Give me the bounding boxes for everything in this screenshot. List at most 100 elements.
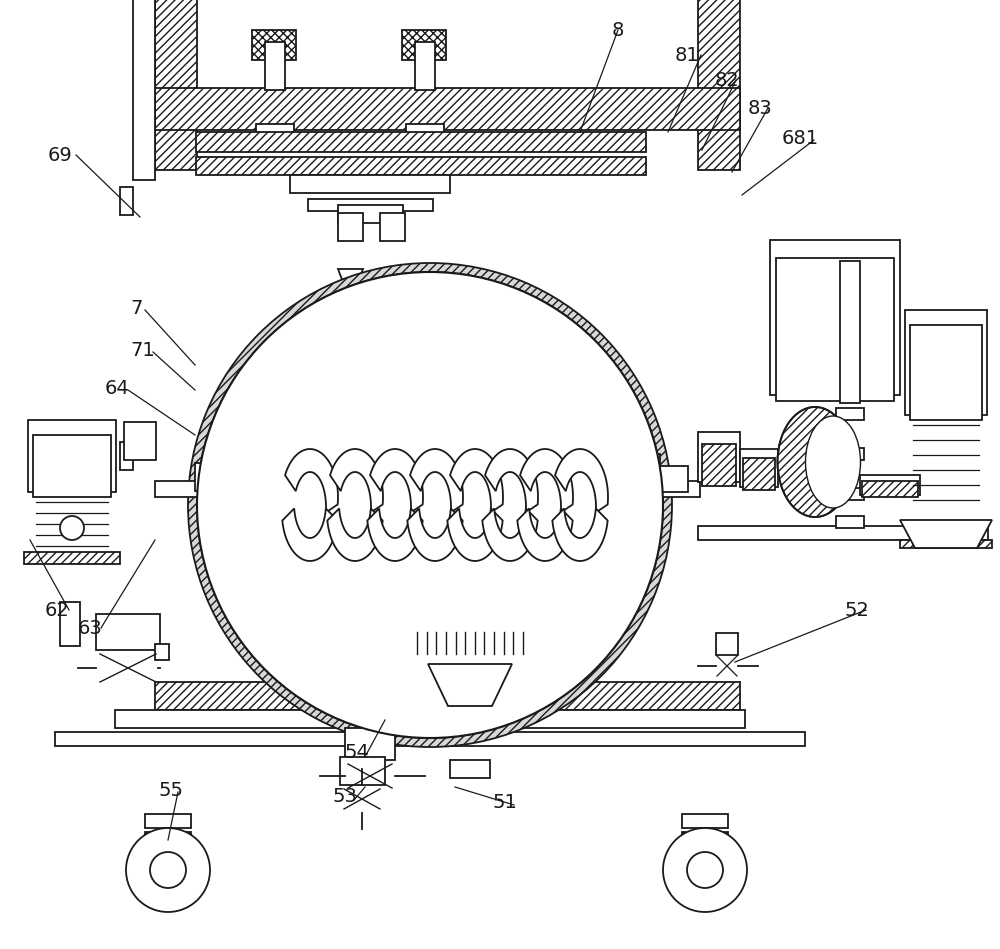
Polygon shape — [410, 449, 463, 512]
Bar — [456, 674, 484, 726]
Polygon shape — [338, 269, 363, 290]
Bar — [836, 488, 864, 500]
Ellipse shape — [806, 416, 860, 508]
Bar — [338, 205, 403, 223]
Polygon shape — [380, 269, 405, 290]
Bar — [840, 261, 860, 403]
Bar — [836, 408, 864, 420]
Polygon shape — [407, 509, 463, 561]
Bar — [120, 187, 133, 215]
Bar — [440, 686, 500, 706]
Bar — [338, 213, 363, 241]
Bar — [240, 475, 255, 495]
Text: 71: 71 — [130, 341, 155, 360]
Circle shape — [150, 852, 186, 888]
Bar — [265, 42, 285, 90]
Bar — [415, 42, 435, 90]
Bar — [682, 814, 728, 828]
Bar — [340, 757, 385, 785]
Bar — [382, 283, 405, 290]
Bar — [770, 240, 900, 395]
Bar — [133, 0, 155, 180]
Bar — [155, 481, 700, 497]
Bar — [120, 442, 133, 470]
Polygon shape — [552, 509, 608, 561]
Polygon shape — [282, 509, 338, 561]
Polygon shape — [327, 509, 383, 561]
Bar — [660, 466, 688, 492]
Polygon shape — [520, 449, 573, 512]
Circle shape — [663, 828, 747, 912]
Polygon shape — [367, 509, 423, 561]
Bar — [96, 614, 160, 650]
Text: 62: 62 — [45, 601, 70, 620]
Bar — [740, 449, 778, 487]
Bar — [340, 283, 363, 290]
Bar — [682, 832, 728, 842]
Text: 8: 8 — [612, 21, 624, 40]
Polygon shape — [330, 449, 383, 512]
Bar — [252, 30, 296, 60]
Bar — [145, 814, 191, 828]
Bar — [402, 30, 446, 60]
Bar — [115, 710, 745, 728]
Bar — [490, 481, 525, 497]
Bar — [155, 0, 197, 170]
Text: 82: 82 — [715, 70, 740, 89]
Polygon shape — [370, 449, 423, 512]
Bar — [256, 124, 294, 138]
Bar — [743, 458, 775, 490]
Polygon shape — [485, 449, 538, 512]
Bar — [698, 526, 988, 540]
Bar — [267, 475, 282, 495]
Text: 54: 54 — [345, 742, 370, 761]
Bar — [145, 832, 191, 842]
Ellipse shape — [778, 407, 852, 517]
Bar — [702, 444, 736, 486]
Bar — [406, 124, 444, 138]
Bar — [776, 258, 894, 401]
Bar — [213, 472, 243, 494]
Bar — [196, 132, 646, 152]
Text: 7: 7 — [130, 299, 142, 318]
Circle shape — [687, 852, 723, 888]
Bar — [255, 466, 267, 492]
Bar — [860, 475, 920, 495]
Text: 53: 53 — [332, 788, 357, 807]
Bar — [33, 435, 111, 497]
Bar — [698, 432, 740, 482]
Text: 81: 81 — [675, 46, 700, 65]
Polygon shape — [447, 509, 503, 561]
Bar — [155, 88, 740, 130]
Bar — [155, 644, 169, 660]
Bar — [24, 552, 120, 564]
Text: 55: 55 — [158, 780, 183, 799]
Bar — [836, 516, 864, 528]
Bar — [910, 325, 982, 420]
Text: 69: 69 — [48, 145, 73, 164]
Bar — [900, 540, 992, 548]
Bar — [415, 644, 525, 654]
Bar — [698, 0, 740, 170]
Bar — [155, 682, 740, 710]
Bar — [290, 175, 450, 193]
Polygon shape — [428, 664, 512, 706]
Bar — [345, 728, 395, 760]
Polygon shape — [517, 509, 573, 561]
Bar — [836, 448, 864, 460]
Bar — [380, 213, 405, 241]
Polygon shape — [900, 520, 992, 548]
Text: 83: 83 — [748, 99, 773, 118]
Text: 51: 51 — [493, 793, 518, 812]
Polygon shape — [285, 449, 338, 512]
Bar — [55, 732, 805, 746]
Bar — [195, 463, 213, 491]
Bar — [716, 633, 738, 655]
Polygon shape — [482, 509, 538, 561]
Text: 52: 52 — [845, 601, 870, 620]
Circle shape — [197, 272, 663, 738]
Bar — [60, 602, 80, 646]
Bar — [450, 760, 490, 778]
Bar — [415, 604, 525, 618]
Bar — [905, 310, 987, 415]
